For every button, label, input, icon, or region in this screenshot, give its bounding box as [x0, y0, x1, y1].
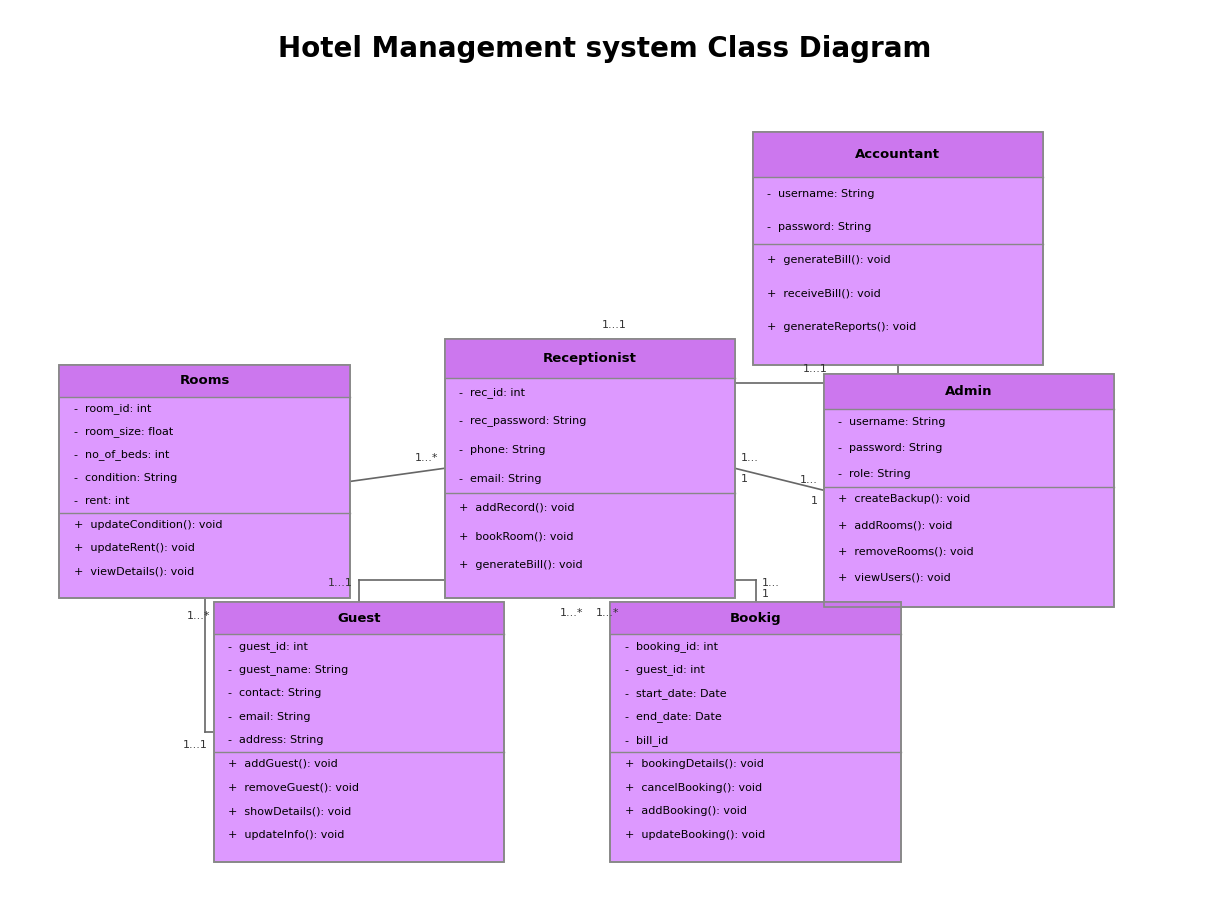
Text: +  addGuest(): void: + addGuest(): void [227, 759, 337, 769]
FancyBboxPatch shape [445, 339, 735, 378]
Text: -  bill_id: - bill_id [625, 735, 667, 746]
FancyBboxPatch shape [611, 603, 901, 862]
Text: -  role: String: - role: String [838, 468, 910, 479]
Text: +  addBooking(): void: + addBooking(): void [625, 806, 747, 816]
FancyBboxPatch shape [214, 603, 504, 862]
Text: +  removeGuest(): void: + removeGuest(): void [227, 782, 359, 793]
Text: Hotel Management system Class Diagram: Hotel Management system Class Diagram [278, 34, 931, 63]
Text: +  createBackup(): void: + createBackup(): void [838, 494, 970, 504]
Text: +  addRooms(): void: + addRooms(): void [838, 520, 953, 530]
Text: -  phone: String: - phone: String [458, 445, 545, 455]
Text: Rooms: Rooms [179, 374, 230, 388]
Text: 1...: 1... [762, 578, 780, 588]
Text: +  generateBill(): void: + generateBill(): void [767, 256, 891, 266]
Text: +  addRecord(): void: + addRecord(): void [458, 502, 574, 512]
Text: 1...*: 1...* [560, 608, 584, 619]
FancyBboxPatch shape [214, 603, 504, 634]
Text: -  guest_id: int: - guest_id: int [227, 640, 307, 651]
Text: 1...*: 1...* [187, 611, 210, 621]
Text: 1...1: 1...1 [328, 578, 353, 588]
Text: -  address: String: - address: String [227, 736, 323, 745]
Text: -  room_id: int: - room_id: int [74, 403, 151, 414]
Text: 1...*: 1...* [415, 453, 439, 463]
FancyBboxPatch shape [752, 132, 1043, 178]
FancyBboxPatch shape [59, 365, 349, 598]
Text: 1...1: 1...1 [803, 364, 827, 374]
FancyBboxPatch shape [823, 374, 1113, 409]
Text: 1: 1 [762, 588, 769, 598]
Text: +  receiveBill(): void: + receiveBill(): void [767, 289, 880, 299]
Text: 1: 1 [811, 496, 817, 506]
Text: -  booking_id: int: - booking_id: int [625, 640, 718, 651]
Text: -  guest_id: int: - guest_id: int [625, 665, 705, 675]
Text: -  rec_id: int: - rec_id: int [458, 387, 525, 397]
Text: Receptionist: Receptionist [543, 352, 637, 365]
Text: +  updateRent(): void: + updateRent(): void [74, 543, 195, 553]
Text: -  password: String: - password: String [767, 222, 872, 232]
FancyBboxPatch shape [611, 603, 901, 634]
Text: -  condition: String: - condition: String [74, 473, 177, 483]
Text: Bookig: Bookig [730, 612, 781, 625]
FancyBboxPatch shape [752, 132, 1043, 365]
FancyBboxPatch shape [445, 339, 735, 598]
Text: -  contact: String: - contact: String [227, 688, 322, 698]
FancyBboxPatch shape [823, 374, 1113, 606]
Text: +  generateReports(): void: + generateReports(): void [767, 322, 916, 332]
Text: Accountant: Accountant [855, 148, 941, 161]
Text: +  removeRooms(): void: + removeRooms(): void [838, 546, 973, 556]
Text: 1...1: 1...1 [183, 740, 208, 750]
Text: -  email: String: - email: String [227, 712, 311, 722]
Text: 1: 1 [741, 474, 747, 483]
Text: -  username: String: - username: String [838, 417, 945, 427]
Text: +  generateBill(): void: + generateBill(): void [458, 560, 583, 570]
Text: +  updateCondition(): void: + updateCondition(): void [74, 519, 222, 530]
Text: +  cancelBooking(): void: + cancelBooking(): void [625, 782, 762, 793]
FancyBboxPatch shape [59, 365, 349, 396]
Text: +  updateBooking(): void: + updateBooking(): void [625, 830, 765, 840]
Text: +  showDetails(): void: + showDetails(): void [227, 806, 351, 816]
Text: -  room_size: float: - room_size: float [74, 426, 173, 437]
Text: Admin: Admin [945, 385, 993, 398]
Text: +  bookingDetails(): void: + bookingDetails(): void [625, 759, 764, 769]
Text: 1...: 1... [741, 453, 758, 463]
Text: -  password: String: - password: String [838, 443, 942, 453]
Text: 1...*: 1...* [596, 608, 619, 619]
Text: -  guest_name: String: - guest_name: String [227, 665, 348, 675]
Text: +  viewDetails(): void: + viewDetails(): void [74, 566, 193, 576]
Text: +  viewUsers(): void: + viewUsers(): void [838, 572, 950, 582]
Text: -  end_date: Date: - end_date: Date [625, 711, 722, 722]
Text: +  bookRoom(): void: + bookRoom(): void [458, 531, 573, 541]
Text: Guest: Guest [337, 612, 381, 625]
Text: -  rec_password: String: - rec_password: String [458, 415, 586, 426]
Text: 1...: 1... [800, 475, 817, 484]
Text: -  username: String: - username: String [767, 189, 874, 199]
Text: 1...1: 1...1 [602, 320, 626, 330]
Text: -  start_date: Date: - start_date: Date [625, 688, 727, 699]
Text: -  no_of_beds: int: - no_of_beds: int [74, 449, 169, 460]
Text: -  email: String: - email: String [458, 474, 542, 483]
Text: -  rent: int: - rent: int [74, 496, 129, 507]
Text: +  updateInfo(): void: + updateInfo(): void [227, 830, 345, 840]
